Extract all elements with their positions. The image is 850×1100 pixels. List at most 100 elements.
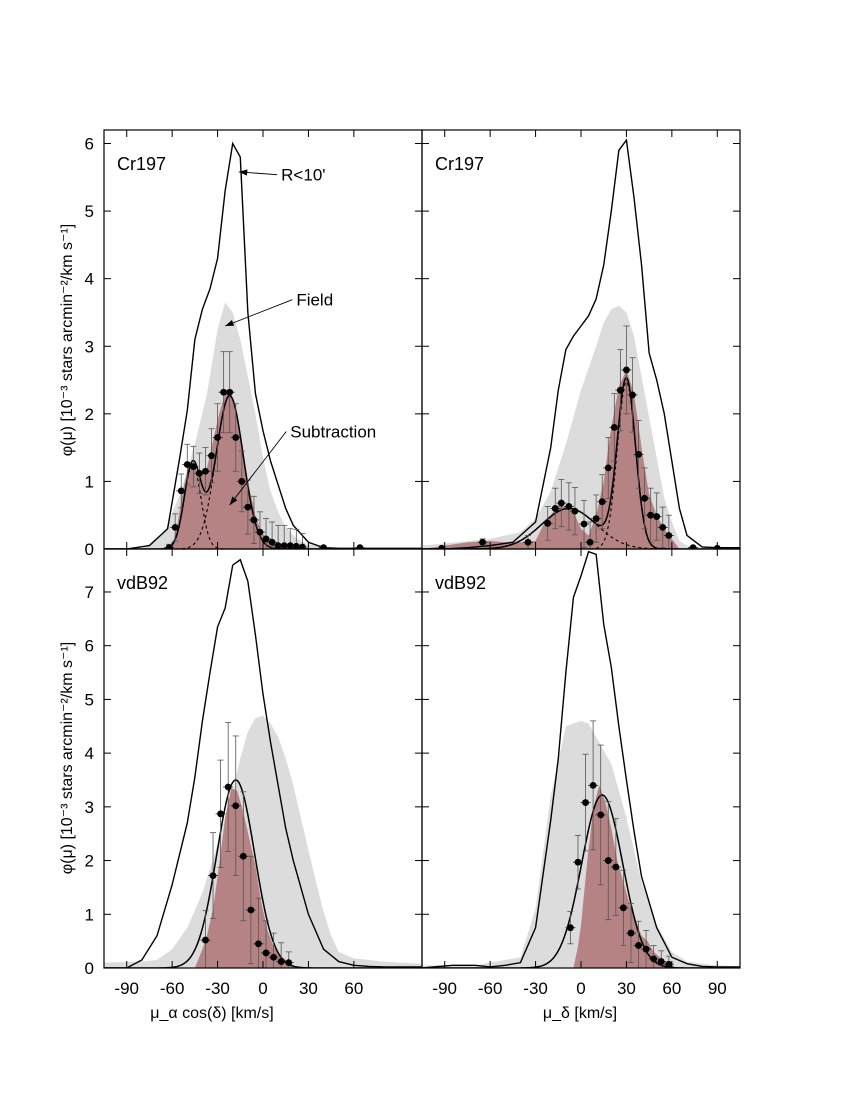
cluster-label: vdB92	[435, 573, 486, 593]
data-point	[171, 523, 179, 531]
data-point	[262, 535, 270, 543]
data-point	[280, 542, 288, 549]
data-point	[629, 391, 636, 399]
annotation-arrow	[224, 299, 293, 327]
y-tick-label: 3	[85, 798, 94, 817]
data-point	[582, 799, 589, 806]
data-point	[665, 532, 673, 539]
y-tick-label: 5	[85, 202, 94, 221]
annotation-arrowhead	[225, 320, 235, 326]
annotation-arrowhead	[238, 169, 248, 176]
x-axis-label-right: μ_δ [km/s]	[543, 1005, 617, 1022]
field-distribution	[104, 715, 422, 968]
data-point	[224, 783, 232, 791]
y-tick-label: 0	[85, 540, 94, 559]
data-point	[250, 516, 258, 524]
data-point	[277, 958, 285, 965]
data-point	[571, 507, 579, 515]
annotation-arrowhead	[229, 496, 238, 506]
field-distribution	[422, 305, 740, 549]
y-tick-label: 7	[85, 583, 94, 602]
data-point	[567, 924, 574, 932]
y-tick-label: 2	[85, 405, 94, 424]
data-point	[438, 544, 446, 549]
y-tick-label: 0	[85, 959, 94, 978]
data-point	[659, 523, 667, 531]
data-point	[226, 388, 234, 396]
data-point	[217, 810, 225, 818]
data-point	[524, 538, 532, 546]
data-point	[597, 811, 605, 819]
panel-vdb92-pmra: 0 1 2 3 4 5 6 7 -90 -60 -30 0 30 60 vdB92	[85, 548, 423, 998]
data-point	[586, 538, 594, 546]
x-tick-label: 0	[576, 979, 585, 998]
x-tick-label: -90	[114, 979, 139, 998]
data-point	[641, 494, 648, 502]
data-point	[220, 388, 228, 396]
annotation-label-3: Subtraction	[290, 422, 376, 441]
data-point	[616, 386, 624, 394]
data-point	[557, 499, 565, 507]
data-point	[177, 487, 185, 495]
annotation-label-1: R<10'	[281, 166, 325, 185]
x-tick-label: -30	[523, 979, 548, 998]
y-tick-label: 5	[85, 690, 94, 709]
annotation-label-2: Field	[296, 291, 333, 310]
data-point	[580, 520, 588, 528]
field-distribution	[422, 720, 740, 968]
total-distribution-line	[104, 558, 422, 968]
data-point	[202, 467, 209, 475]
data-point	[270, 953, 277, 961]
cluster-label: Cr197	[117, 154, 166, 174]
subtraction-distribution	[573, 785, 677, 968]
y-axis-label-top: φ(μ) [10⁻³ stars arcmin⁻²/km s⁻¹]	[59, 224, 76, 457]
data-point	[268, 538, 276, 546]
data-point	[604, 464, 612, 472]
total-distribution-line	[422, 138, 740, 549]
y-tick-label: 4	[85, 744, 94, 763]
data-point	[620, 904, 627, 912]
data-point	[574, 858, 582, 866]
data-point	[650, 955, 658, 963]
data-point	[647, 511, 655, 519]
subtraction-distribution	[164, 393, 362, 549]
data-point	[589, 781, 597, 789]
field-distribution	[104, 302, 422, 549]
y-tick-label: 6	[85, 135, 94, 154]
data-point	[598, 498, 606, 506]
data-point	[232, 802, 240, 810]
data-point	[208, 452, 215, 460]
data-point	[665, 960, 673, 968]
x-tick-label: 60	[344, 979, 363, 998]
data-point	[244, 503, 252, 511]
data-point	[165, 544, 173, 549]
panel-vdb92-pmdec: -90 -60 -30 0 30 60 90 vdB92	[421, 548, 741, 998]
y-tick-label: 4	[85, 270, 94, 289]
data-point	[612, 863, 620, 871]
data-point	[623, 366, 630, 374]
x-tick-label: -60	[160, 979, 185, 998]
x-tick-label: 60	[662, 979, 681, 998]
y-tick-label: 2	[85, 852, 94, 871]
y-tick-label: 1	[85, 905, 94, 924]
data-point	[657, 958, 665, 965]
data-point	[255, 940, 262, 948]
data-point	[239, 852, 247, 860]
data-point	[551, 505, 559, 512]
data-point	[565, 503, 573, 510]
data-point	[627, 929, 635, 937]
data-point	[604, 857, 612, 864]
data-point	[214, 434, 221, 441]
cluster-label: vdB92	[117, 573, 168, 593]
x-tick-label: 0	[258, 979, 267, 998]
annotation-arrow	[229, 431, 287, 506]
x-tick-label: 90	[708, 979, 727, 998]
data-point	[298, 543, 306, 549]
y-tick-label: 3	[85, 337, 94, 356]
data-point	[592, 515, 600, 522]
cluster-label: Cr197	[435, 154, 484, 174]
data-point	[285, 959, 293, 967]
total-distribution-line	[422, 550, 740, 968]
data-point	[479, 538, 486, 546]
